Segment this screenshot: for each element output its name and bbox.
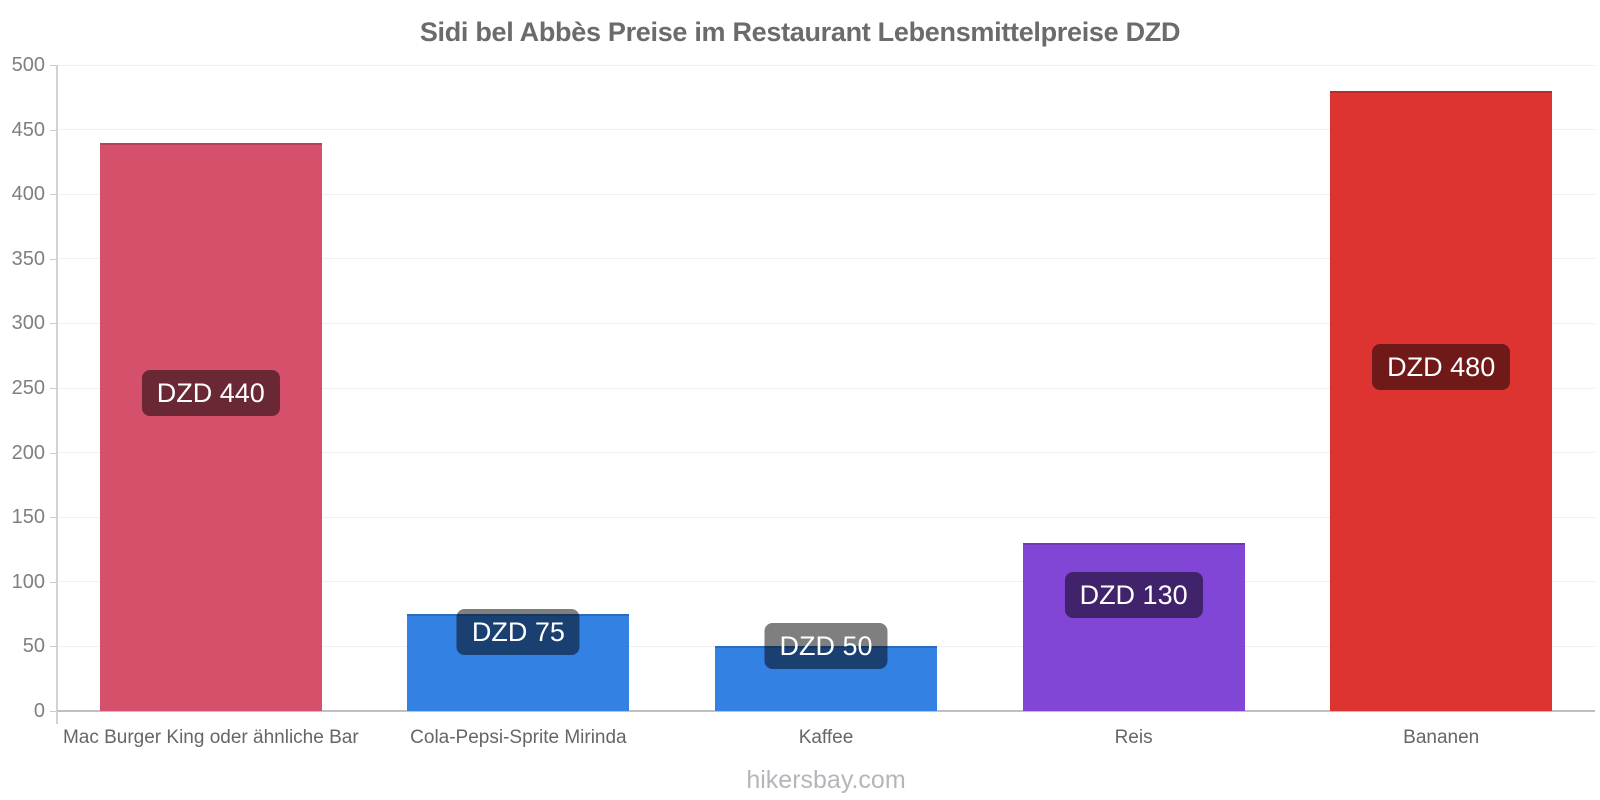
x-axis-category-label: Mac Burger King oder ähnliche Bar xyxy=(62,727,359,748)
y-gridline xyxy=(57,64,1595,66)
y-gridline xyxy=(57,452,1595,454)
y-axis-tick xyxy=(50,452,57,454)
y-gridline xyxy=(57,193,1595,195)
y-axis-tick xyxy=(50,646,57,648)
y-gridline xyxy=(57,322,1595,324)
y-axis-label: 0 xyxy=(33,700,45,722)
y-axis-tick xyxy=(50,517,57,519)
x-axis-category-label: Bananen xyxy=(1403,727,1480,748)
bar-value-label: DZD 75 xyxy=(456,609,580,656)
y-axis-line xyxy=(56,65,58,711)
watermark-hikersbay: hikersbay.com xyxy=(746,766,906,794)
bar-1 xyxy=(99,142,322,711)
y-axis-label: 50 xyxy=(22,635,45,658)
y-axis-label: 200 xyxy=(11,441,45,464)
y-axis-label: 400 xyxy=(11,183,45,206)
y-axis-tick xyxy=(50,129,57,131)
y-axis-label: 100 xyxy=(11,570,45,593)
y-axis-label: 150 xyxy=(11,506,45,529)
y-axis-tick xyxy=(50,258,57,260)
y-gridline xyxy=(57,129,1595,131)
bar-value-label: DZD 50 xyxy=(764,623,888,670)
y-axis-label: 350 xyxy=(11,247,45,270)
y-axis-label: 300 xyxy=(11,312,45,335)
x-axis-line xyxy=(57,710,1595,712)
chart-title: Sidi bel Abbès Preise im Restaurant Lebe… xyxy=(419,17,1181,47)
y-axis-tick xyxy=(50,581,57,583)
y-axis-label: 500 xyxy=(11,54,45,76)
y-axis-label: 250 xyxy=(11,377,45,399)
y-axis-label: 450 xyxy=(11,118,45,141)
y-axis-tick xyxy=(50,711,57,712)
bar-value-label: DZD 480 xyxy=(1372,344,1511,391)
y-axis-tick xyxy=(50,194,57,196)
y-gridline xyxy=(57,581,1595,583)
x-axis-zero-tick xyxy=(56,711,58,724)
y-axis-tick xyxy=(50,388,57,389)
y-gridline xyxy=(57,516,1595,518)
bar-value-label: DZD 130 xyxy=(1064,571,1203,618)
bar-value-label: DZD 440 xyxy=(141,370,280,417)
bar-5 xyxy=(1330,90,1553,711)
y-gridline xyxy=(57,258,1595,260)
y-axis-tick xyxy=(50,323,57,325)
y-axis-tick xyxy=(50,65,57,66)
bar-4 xyxy=(1022,543,1245,711)
x-axis-category-label: Cola-Pepsi-Sprite Mirinda xyxy=(410,727,627,748)
x-axis-category-label: Reis xyxy=(1114,727,1153,748)
x-axis-category-label: Kaffee xyxy=(798,727,854,748)
y-gridline xyxy=(57,387,1595,389)
